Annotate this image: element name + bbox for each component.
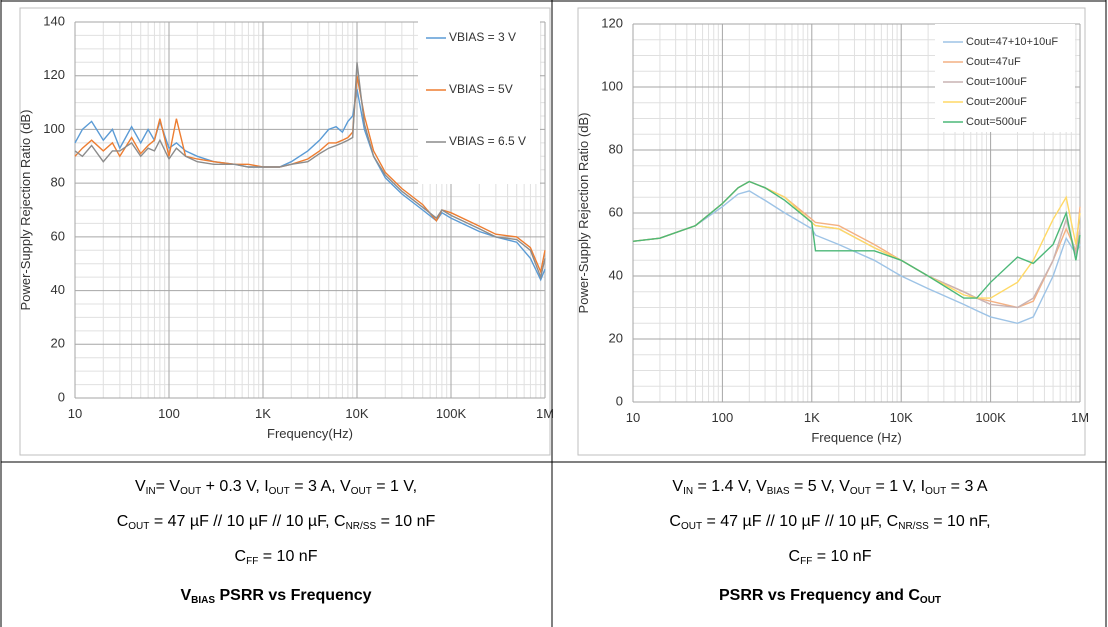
subscript: OUT — [350, 486, 372, 497]
legend-label: Cout=200uF — [966, 96, 1027, 108]
subscript: NR/SS — [345, 521, 377, 532]
y-tick-label: 140 — [43, 13, 65, 28]
y-tick-label: 40 — [609, 267, 623, 282]
series-line — [74, 88, 546, 282]
y-tick-label: 100 — [43, 121, 65, 136]
text-run: PSRR vs Frequency and C — [718, 587, 920, 604]
y-tick-label: 0 — [616, 393, 623, 408]
legend-label: VBIAS = 5V — [449, 82, 513, 96]
caption-line: VIN = 1.4 V, VBIAS = 5 V, VOUT = 1 V, IO… — [555, 478, 1105, 497]
x-tick-label: 100K — [436, 406, 467, 421]
text-run: V — [134, 478, 146, 495]
subscript: OUT — [849, 486, 871, 497]
subscript: NR/SS — [898, 521, 929, 532]
text-run: = 3 A — [946, 478, 988, 495]
text-run: = 1 V, I — [871, 478, 926, 495]
x-tick-label: 100K — [975, 410, 1006, 425]
x-tick-label: 100 — [712, 410, 734, 425]
x-tick-label: 10 — [626, 410, 640, 425]
text-run: V — [180, 587, 192, 604]
legend-label: VBIAS = 6.5 V — [449, 134, 526, 148]
subscript: FF — [246, 556, 259, 567]
series-line — [74, 62, 546, 280]
chart-area — [577, 7, 1086, 456]
y-tick-label: 60 — [609, 204, 623, 219]
subscript: OUT — [268, 486, 290, 497]
text-run: = 5 V, V — [789, 478, 850, 495]
text-run: C — [234, 548, 247, 565]
x-tick-label: 1M — [1071, 410, 1089, 425]
y-tick-label: 80 — [51, 175, 65, 190]
subscript: IN — [683, 486, 694, 497]
subscript: OUT — [925, 486, 947, 497]
legend-label: Cout=500uF — [966, 116, 1027, 128]
x-tick-label: 1K — [804, 410, 820, 425]
text-run: PSRR vs Frequency — [215, 587, 372, 604]
y-tick-label: 100 — [601, 78, 623, 93]
y-tick-label: 80 — [609, 141, 623, 156]
figure-title: VBIAS PSRR vs Frequency — [1, 587, 551, 606]
text-run: = 1.4 V, V — [693, 478, 767, 495]
text-run: = 47 µF // 10 µF // 10 µF, C — [149, 513, 346, 530]
y-tick-label: 20 — [609, 330, 623, 345]
legend-label: Cout=47uF — [966, 56, 1021, 68]
x-tick-label: 1M — [536, 406, 554, 421]
y-axis-label: Power-Supply Rejection Ratio (dB) — [18, 110, 33, 311]
series-line — [632, 180, 1081, 299]
text-run: C — [788, 548, 801, 565]
y-tick-label: 120 — [43, 67, 65, 82]
caption-line: COUT = 47 µF // 10 µF // 10 µF, CNR/SS =… — [555, 513, 1105, 532]
series-line — [632, 190, 1081, 325]
x-axis-label: Frequency(Hz) — [267, 426, 353, 441]
text-run: V — [672, 478, 684, 495]
x-tick-label: 10K — [345, 406, 368, 421]
legend-label: Cout=47+10+10uF — [966, 36, 1058, 48]
text-run: C — [669, 513, 681, 530]
subscript: BIAS — [766, 486, 790, 497]
subscript: BIAS — [191, 595, 216, 606]
subscript: OUT — [180, 486, 202, 497]
series-line — [632, 180, 1081, 299]
y-tick-label: 0 — [58, 389, 65, 404]
text-run: + 0.3 V, I — [201, 478, 269, 495]
text-run: = 10 nF — [812, 548, 872, 565]
y-tick-label: 40 — [51, 282, 65, 297]
y-tick-label: 60 — [51, 228, 65, 243]
subscript: OUT — [128, 521, 150, 532]
text-run: = 10 nF — [376, 513, 436, 530]
subscript: IN — [145, 486, 156, 497]
y-tick-label: 20 — [51, 336, 65, 351]
legend-label: VBIAS = 3 V — [449, 30, 516, 44]
text-run: = 10 nF — [258, 548, 318, 565]
caption-line: COUT = 47 µF // 10 µF // 10 µF, CNR/SS =… — [1, 513, 551, 532]
x-axis-label: Frequence (Hz) — [811, 430, 901, 445]
subscript: OUT — [919, 595, 942, 606]
y-axis-label: Power-Supply Rejection Ratio (dB) — [576, 113, 591, 314]
text-run: = 3 A, V — [289, 478, 351, 495]
text-run: C — [116, 513, 129, 530]
y-tick-label: 120 — [601, 15, 623, 30]
text-run: = V — [155, 478, 181, 495]
x-tick-label: 10K — [890, 410, 913, 425]
subscript: OUT — [680, 521, 703, 532]
legend-box — [418, 20, 540, 184]
x-tick-label: 100 — [158, 406, 180, 421]
x-tick-label: 1K — [255, 406, 271, 421]
subscript: FF — [800, 556, 813, 567]
caption-line: CFF = 10 nF — [1, 548, 551, 567]
caption-line: VIN= VOUT + 0.3 V, IOUT = 3 A, VOUT = 1 … — [1, 478, 551, 497]
text-run: = 10 nF, — [928, 513, 991, 530]
chart-area — [19, 7, 551, 456]
x-tick-label: 10 — [68, 406, 82, 421]
text-run: = 1 V, — [371, 478, 418, 495]
legend-label: Cout=100uF — [966, 76, 1027, 88]
caption-line: CFF = 10 nF — [555, 548, 1105, 567]
text-run: = 47 µF // 10 µF // 10 µF, C — [702, 513, 899, 530]
figure-title: PSRR vs Frequency and COUT — [555, 587, 1105, 606]
